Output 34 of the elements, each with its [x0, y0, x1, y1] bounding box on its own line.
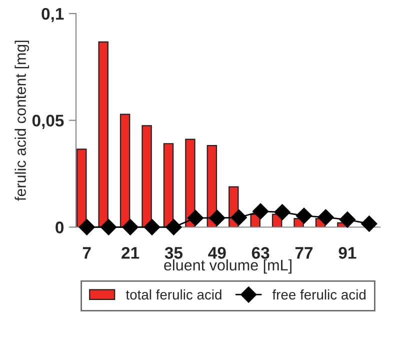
- y-tick-label: 0: [56, 222, 64, 234]
- x-tick-label: 21: [122, 247, 140, 259]
- point: [144, 219, 160, 236]
- bar: [76, 148, 87, 228]
- bar: [163, 143, 174, 228]
- bar: [185, 138, 196, 228]
- legend-label: total ferulic acid: [126, 289, 222, 300]
- x-tick-label: 77: [295, 247, 313, 259]
- point: [296, 208, 312, 224]
- point: [318, 209, 334, 226]
- x-tick-label: 49: [208, 247, 226, 259]
- point: [361, 216, 378, 232]
- bar: [120, 114, 130, 228]
- bar: [142, 125, 152, 228]
- point: [187, 210, 204, 226]
- x-tick-label: 63: [252, 247, 270, 259]
- point: [252, 203, 269, 220]
- x-tick-label: 7: [82, 247, 91, 259]
- bar: [98, 41, 108, 228]
- point: [122, 219, 138, 236]
- y-tick-label: 0,1: [42, 8, 64, 22]
- y-axis-title: ferulic acid content [mg]: [14, 40, 29, 201]
- point: [100, 219, 117, 236]
- x-axis-title: eluent volume [mL]: [164, 259, 292, 274]
- point: [78, 219, 95, 236]
- x-tick-label: 91: [338, 247, 356, 259]
- point: [339, 212, 356, 228]
- legend-label: free ferulic acid: [272, 289, 366, 300]
- point: [274, 204, 290, 220]
- x-tick-label: 35: [164, 247, 183, 259]
- point: [209, 210, 226, 226]
- point: [230, 209, 247, 226]
- y-tick-label: 0,05: [32, 114, 64, 129]
- point: [166, 219, 182, 236]
